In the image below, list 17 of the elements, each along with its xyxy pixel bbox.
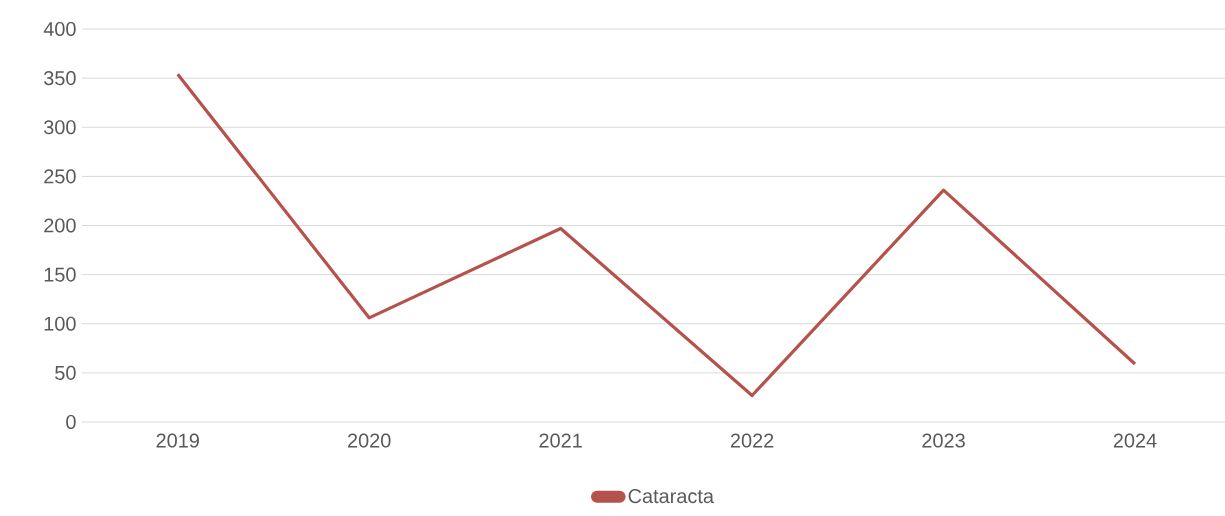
x-tick-label: 2019 (156, 433, 199, 448)
x-tick-label: 2023 (922, 433, 965, 448)
y-tick-label: 100 (44, 316, 76, 331)
y-tick-label: 150 (44, 267, 76, 282)
y-tick-label: 0 (66, 414, 76, 430)
legend-label: Cataracta (628, 489, 714, 504)
y-tick-label: 200 (44, 218, 76, 233)
x-tick-label: 2021 (539, 433, 582, 448)
x-tick-label: 2024 (1113, 433, 1157, 448)
y-tick-label: 250 (44, 169, 76, 184)
line-series (176, 72, 1137, 398)
y-tick-label: 50 (55, 365, 76, 380)
y-tick-label: 350 (44, 71, 76, 86)
y-tick-label: 300 (44, 120, 76, 135)
y-tick-label: 400 (43, 21, 76, 37)
x-tick-label: 2020 (348, 433, 391, 448)
x-tick-label: 2022 (730, 433, 774, 448)
